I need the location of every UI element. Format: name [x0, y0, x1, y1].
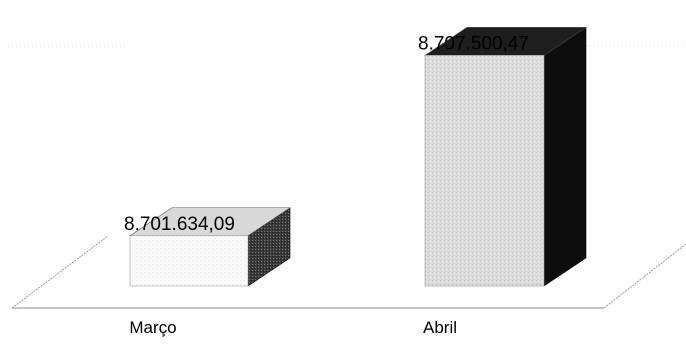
- bar-front-face: [424, 55, 545, 287]
- bars-layer: [129, 26, 587, 287]
- bar-marco: [129, 207, 291, 287]
- bar-front-face: [129, 235, 249, 287]
- x-tick-label: Março: [129, 318, 176, 337]
- bar-side-face: [543, 26, 587, 287]
- bar-abril: [424, 26, 587, 287]
- data-label: 8.701.634,09: [124, 214, 235, 235]
- data-label: 8.707.500,47: [418, 33, 529, 54]
- floor-plane: [8, 45, 686, 309]
- x-axis-labels: Março Abril: [129, 318, 457, 337]
- x-tick-label: Abril: [423, 318, 457, 337]
- data-labels-layer: 8.701.634,09 8.707.500,47: [124, 33, 529, 234]
- floor-right-edge: [603, 243, 686, 309]
- floor-left-edge: [11, 235, 109, 309]
